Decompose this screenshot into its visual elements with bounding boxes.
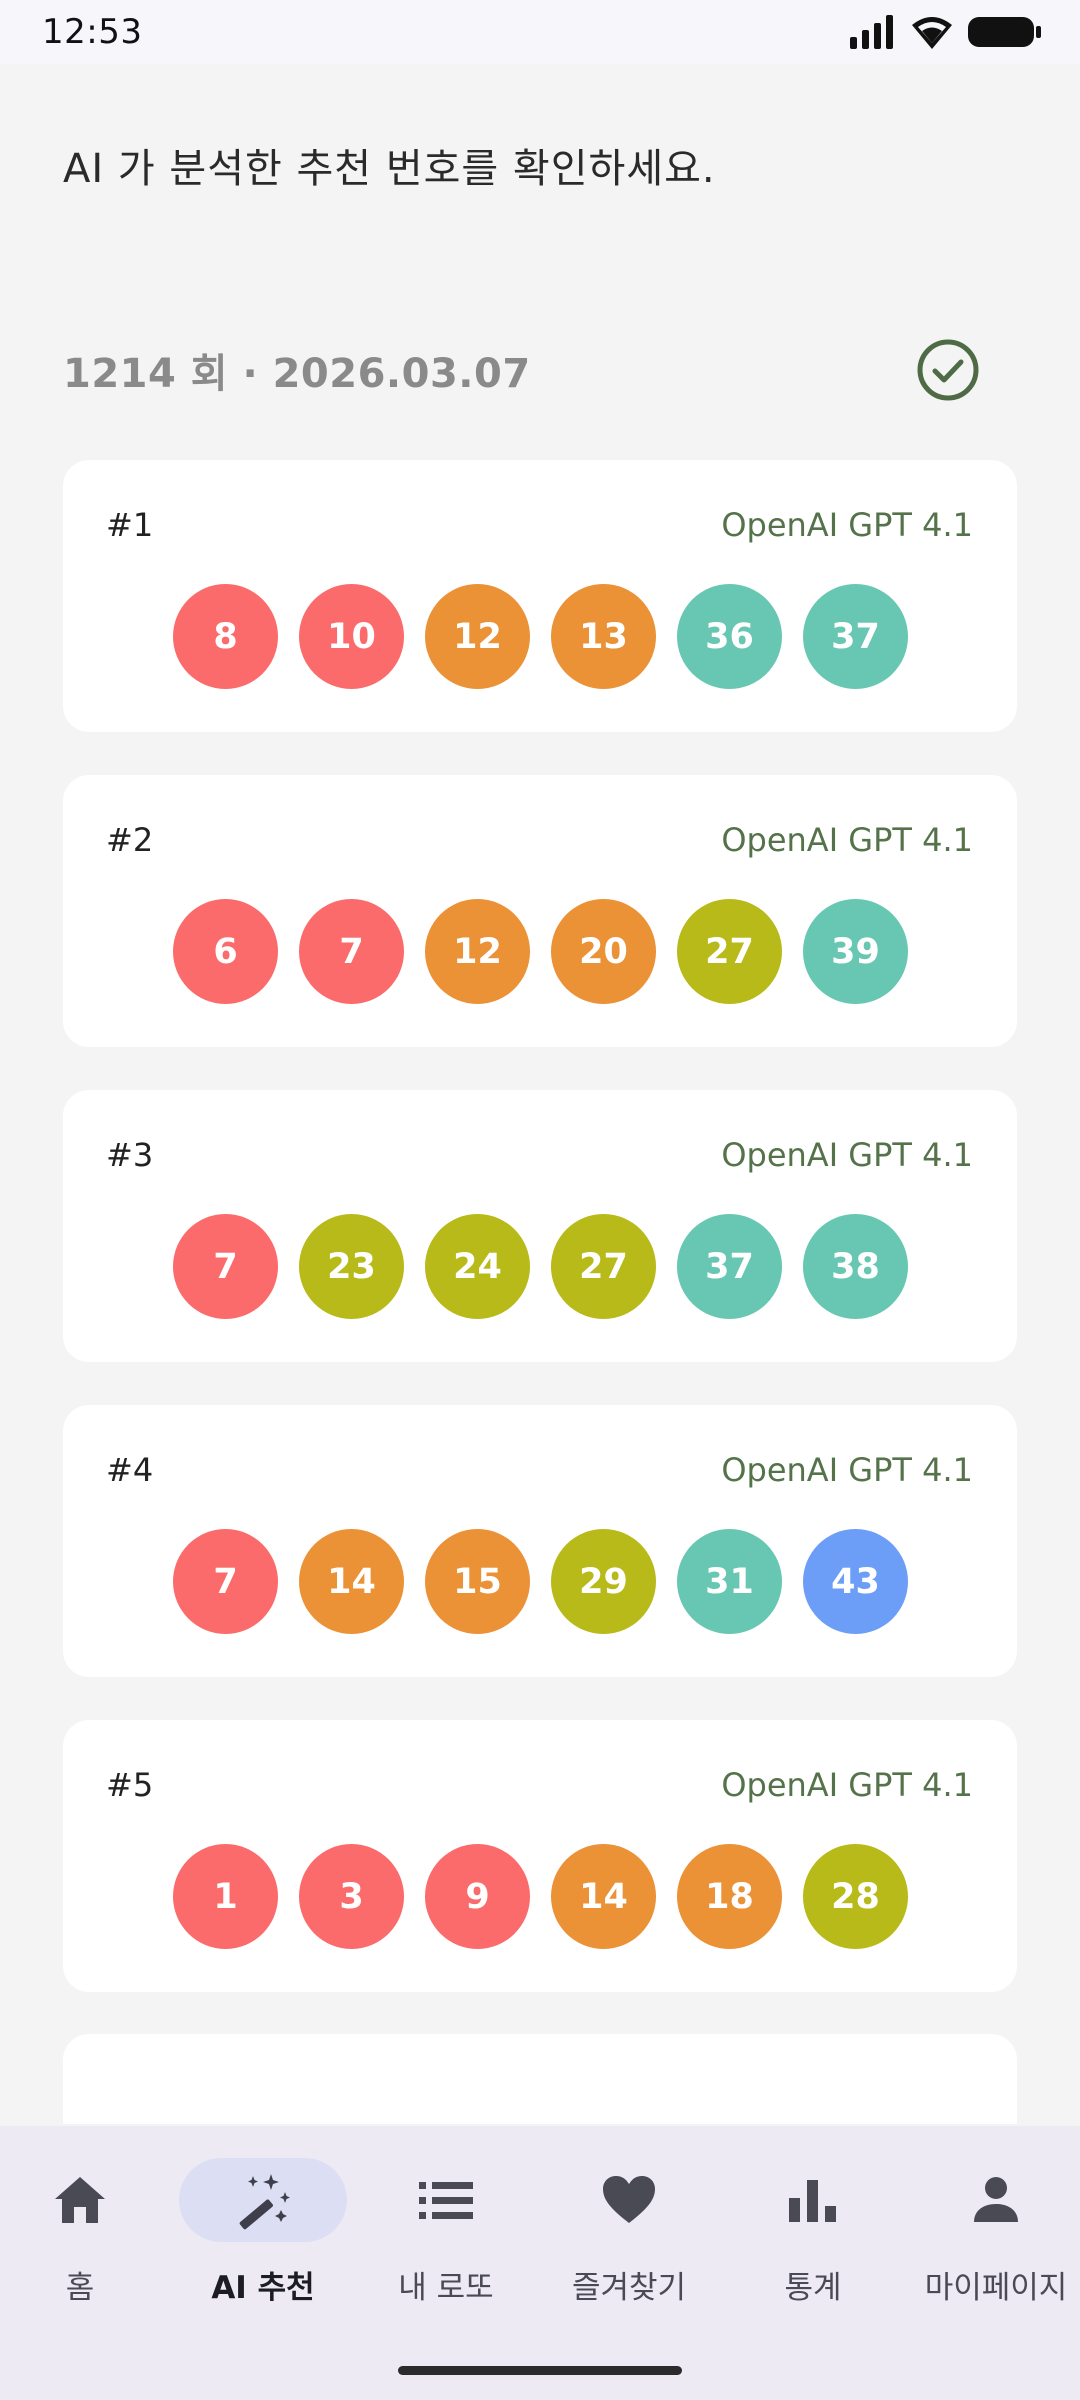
card-model: OpenAI GPT 4.1 xyxy=(721,1766,973,1804)
person-icon xyxy=(974,2177,1018,2222)
page-subtitle: AI 가 분석한 추천 번호를 확인하세요. xyxy=(63,146,716,192)
lotto-ball: 39 xyxy=(803,899,908,1004)
nav-item-ai-recommend[interactable]: AI 추천 xyxy=(173,2158,353,2318)
lotto-ball: 14 xyxy=(299,1529,404,1634)
signal-icon xyxy=(850,15,893,49)
nav-item-mypage[interactable]: 마이페이지 xyxy=(906,2158,1080,2318)
lotto-ball: 38 xyxy=(803,1214,908,1319)
card-index: #1 xyxy=(106,506,154,544)
status-bar: 12:53 xyxy=(0,0,1080,64)
lotto-ball: 10 xyxy=(299,584,404,689)
lotto-ball: 43 xyxy=(803,1529,908,1634)
lotto-ball: 12 xyxy=(425,584,530,689)
card-index: #2 xyxy=(106,821,154,859)
lotto-ball: 12 xyxy=(425,899,530,1004)
recommendation-card[interactable]: #2 OpenAI GPT 4.1 6 7 12 20 27 39 xyxy=(63,775,1017,1047)
status-time: 12:53 xyxy=(42,12,143,52)
lotto-ball: 7 xyxy=(299,899,404,1004)
number-balls: 7 23 24 27 37 38 xyxy=(173,1214,908,1319)
nav-label: 통계 xyxy=(784,2270,842,2306)
lotto-ball: 37 xyxy=(677,1214,782,1319)
nav-label: 홈 xyxy=(65,2270,95,2306)
lotto-ball: 20 xyxy=(551,899,656,1004)
number-balls: 7 14 15 29 31 43 xyxy=(173,1529,908,1634)
nav-icon-container xyxy=(179,2158,347,2242)
lotto-ball: 7 xyxy=(173,1529,278,1634)
nav-item-favorites[interactable]: 즐겨찾기 xyxy=(539,2158,719,2318)
lotto-ball: 31 xyxy=(677,1529,782,1634)
lotto-ball: 9 xyxy=(425,1844,530,1949)
nav-label: 즐겨찾기 xyxy=(571,2270,687,2306)
home-indicator[interactable] xyxy=(398,2366,682,2375)
nav-label: 마이페이지 xyxy=(924,2270,1068,2306)
lotto-ball: 27 xyxy=(551,1214,656,1319)
lotto-ball: 37 xyxy=(803,584,908,689)
magic-wand-icon xyxy=(239,2174,290,2230)
battery-icon xyxy=(968,17,1041,47)
nav-icon-container xyxy=(362,2158,530,2242)
bar-chart-icon xyxy=(789,2180,836,2222)
check-circle-icon[interactable] xyxy=(915,337,981,403)
lotto-ball: 3 xyxy=(299,1844,404,1949)
number-balls: 1 3 9 14 18 28 xyxy=(173,1844,908,1949)
lotto-ball: 7 xyxy=(173,1214,278,1319)
list-icon xyxy=(419,2182,473,2219)
nav-label: 내 로또 xyxy=(398,2270,494,2306)
lotto-ball: 8 xyxy=(173,584,278,689)
lotto-ball: 29 xyxy=(551,1529,656,1634)
recommendation-card-partial[interactable] xyxy=(63,2034,1017,2124)
wifi-icon xyxy=(912,17,952,49)
bottom-navigation: 홈 AI 추천 내 로또 xyxy=(0,2126,1080,2400)
nav-icon-container xyxy=(912,2158,1080,2242)
lotto-ball: 1 xyxy=(173,1844,278,1949)
lotto-ball: 27 xyxy=(677,899,782,1004)
nav-icon-container xyxy=(729,2158,897,2242)
draw-info-row: 1214 회 · 2026.03.07 xyxy=(63,330,993,410)
card-model: OpenAI GPT 4.1 xyxy=(721,1451,973,1489)
recommendation-card[interactable]: #5 OpenAI GPT 4.1 1 3 9 14 18 28 xyxy=(63,1720,1017,1992)
main-content[interactable]: AI 가 분석한 추천 번호를 확인하세요. 1214 회 · 2026.03.… xyxy=(0,64,1080,2124)
lotto-ball: 24 xyxy=(425,1214,530,1319)
home-icon xyxy=(55,2177,105,2223)
nav-item-my-lotto[interactable]: 내 로또 xyxy=(356,2158,536,2318)
number-balls: 8 10 12 13 36 37 xyxy=(173,584,908,689)
recommendation-card[interactable]: #3 OpenAI GPT 4.1 7 23 24 27 37 38 xyxy=(63,1090,1017,1362)
recommendation-card[interactable]: #1 OpenAI GPT 4.1 8 10 12 13 36 37 xyxy=(63,460,1017,732)
lotto-ball: 15 xyxy=(425,1529,530,1634)
card-index: #4 xyxy=(106,1451,154,1489)
nav-label: AI 추천 xyxy=(211,2270,315,2306)
lotto-ball: 13 xyxy=(551,584,656,689)
number-balls: 6 7 12 20 27 39 xyxy=(173,899,908,1004)
heart-icon xyxy=(603,2176,655,2223)
lotto-ball: 23 xyxy=(299,1214,404,1319)
lotto-ball: 28 xyxy=(803,1844,908,1949)
lotto-ball: 18 xyxy=(677,1844,782,1949)
nav-item-home[interactable]: 홈 xyxy=(0,2158,170,2318)
card-index: #5 xyxy=(106,1766,154,1804)
card-index: #3 xyxy=(106,1136,154,1174)
card-model: OpenAI GPT 4.1 xyxy=(721,506,973,544)
recommendation-card[interactable]: #4 OpenAI GPT 4.1 7 14 15 29 31 43 xyxy=(63,1405,1017,1677)
nav-icon-container xyxy=(545,2158,713,2242)
card-model: OpenAI GPT 4.1 xyxy=(721,821,973,859)
draw-label: 1214 회 · 2026.03.07 xyxy=(63,351,531,397)
status-icons xyxy=(850,15,1042,49)
card-model: OpenAI GPT 4.1 xyxy=(721,1136,973,1174)
lotto-ball: 36 xyxy=(677,584,782,689)
nav-item-statistics[interactable]: 통계 xyxy=(723,2158,903,2318)
lotto-ball: 14 xyxy=(551,1844,656,1949)
nav-icon-container xyxy=(0,2158,164,2242)
lotto-ball: 6 xyxy=(173,899,278,1004)
